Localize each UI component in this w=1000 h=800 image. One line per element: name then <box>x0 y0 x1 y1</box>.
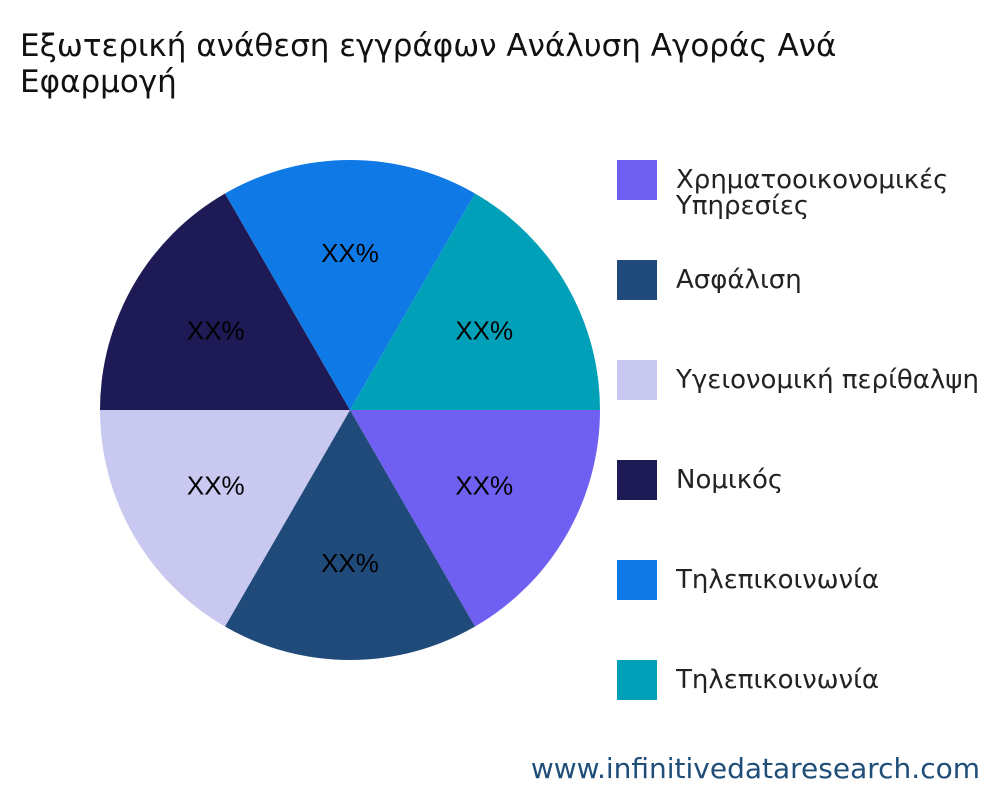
data-label: XX% <box>321 548 379 578</box>
legend-swatch <box>617 360 657 400</box>
data-label: XX% <box>321 238 379 268</box>
pie-slice <box>225 410 475 660</box>
legend-swatch <box>617 560 657 600</box>
pie-slice <box>100 193 350 410</box>
pie-slice <box>225 160 475 410</box>
legend-label: Τηλεπικοινωνία <box>676 567 880 593</box>
legend-swatch <box>617 160 657 200</box>
pie-slice <box>350 410 600 627</box>
pie-slice <box>350 193 600 410</box>
pie-slice <box>100 410 350 627</box>
legend-label: Νομικός <box>676 467 784 493</box>
legend-label: Υγειονομική περίθαλψη <box>676 367 979 393</box>
chart-title: Εξωτερική ανάθεση εγγράφων Ανάλυση Αγορά… <box>20 28 837 100</box>
data-label: XX% <box>187 470 245 500</box>
data-label: XX% <box>187 315 245 345</box>
legend-label: Χρηματοοικονομικές Υπηρεσίες <box>676 167 949 219</box>
data-label: XX% <box>455 315 513 345</box>
data-label: XX% <box>455 470 513 500</box>
legend-swatch <box>617 260 657 300</box>
legend-swatch <box>617 460 657 500</box>
legend-label: Τηλεπικοινωνία <box>676 667 880 693</box>
legend-label: Ασφάλιση <box>676 267 802 293</box>
chart: XX% XX% XX% XX% XX% XX% <box>100 160 600 660</box>
legend-swatch <box>617 660 657 700</box>
watermark: www.infinitivedataresearch.com <box>530 752 980 785</box>
